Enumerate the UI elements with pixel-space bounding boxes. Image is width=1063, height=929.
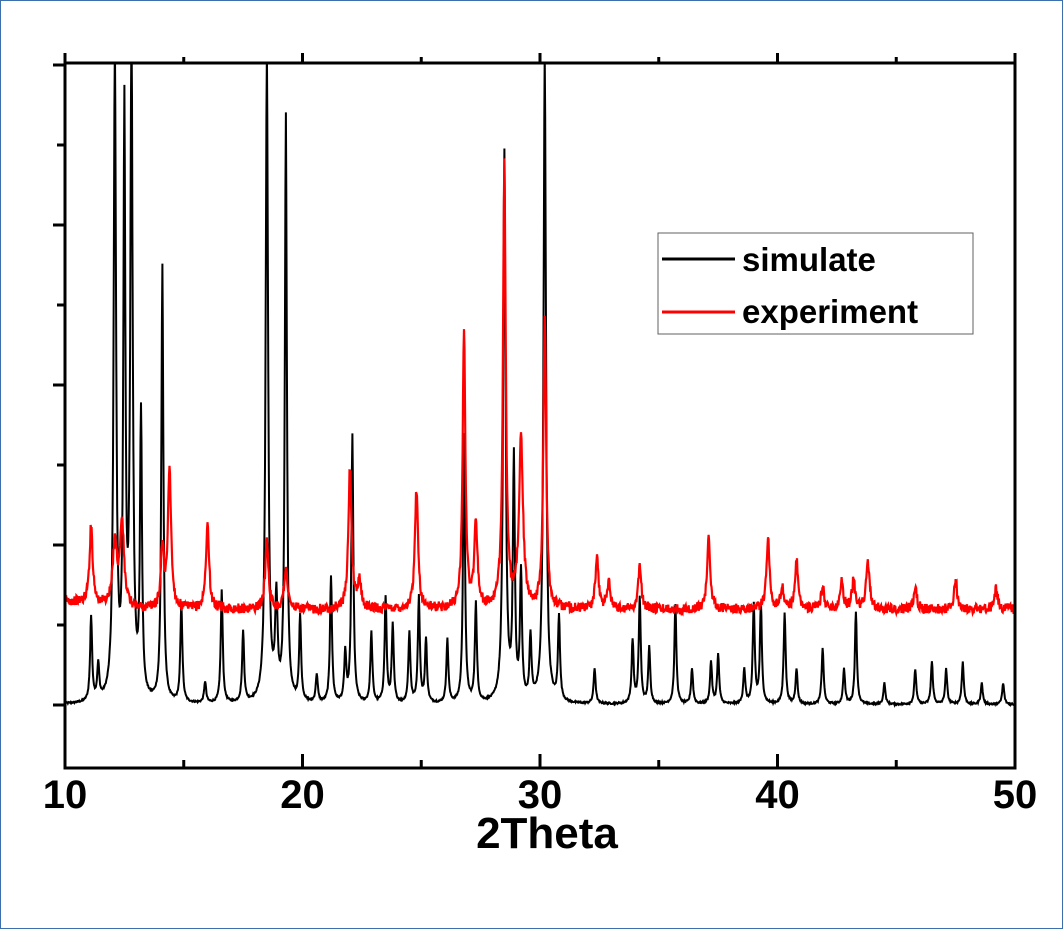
series-line-simulate [65,63,1015,709]
x-axis-ticks [63,53,1017,768]
x-tick-label: 50 [993,773,1038,817]
x-tick-label: 30 [518,773,563,817]
legend: simulate experiment [657,232,974,335]
series-line-experiment [65,158,1015,618]
y-axis-ticks [53,63,65,707]
x-axis-tick-labels: 10 20 30 40 50 [43,773,1038,817]
x-tick-label: 20 [280,773,325,817]
x-axis-title: 2Theta [476,809,618,858]
legend-label-simulate: simulate [742,241,876,278]
x-tick-label: 10 [43,773,88,817]
x-tick-label: 40 [755,773,800,817]
series-layer [65,63,1015,709]
legend-label-experiment: experiment [742,293,918,330]
legend-box [657,232,974,335]
